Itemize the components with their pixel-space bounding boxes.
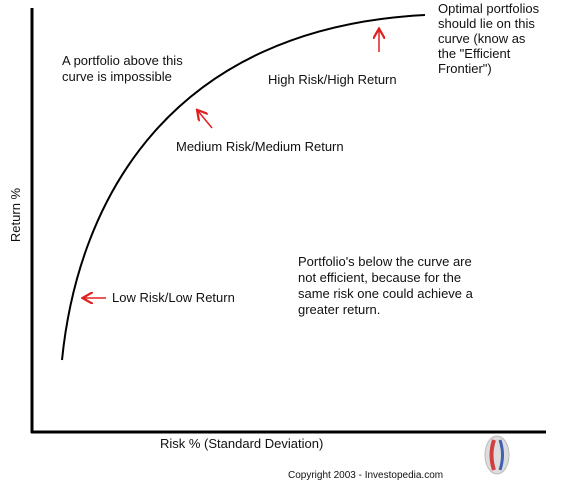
x-axis-label: Risk % (Standard Deviation) bbox=[160, 436, 323, 451]
y-axis-label: Return % bbox=[8, 187, 23, 242]
annotation-line: Portfolio's below the curve are bbox=[298, 254, 472, 269]
annotation-line: High Risk/High Return bbox=[268, 72, 397, 87]
annotation-line: Low Risk/Low Return bbox=[112, 290, 235, 305]
annotation-line: same risk one could achieve a bbox=[298, 286, 474, 301]
frontier-curve bbox=[61, 14, 426, 361]
annotation-line: not efficient, because for the bbox=[298, 270, 461, 285]
annotation-line: Optimal portfolios bbox=[438, 1, 540, 16]
annotation-line: A portfolio above this bbox=[62, 53, 183, 68]
arrow bbox=[198, 111, 213, 129]
annotation-line: curve is impossible bbox=[62, 69, 172, 84]
annotation-line: Frontier") bbox=[438, 61, 492, 76]
annotation-line: Medium Risk/Medium Return bbox=[176, 139, 344, 154]
annotation-line: greater return. bbox=[298, 302, 380, 317]
annotation-line: the "Efficient bbox=[438, 46, 511, 61]
logo bbox=[484, 435, 510, 475]
copyright: Copyright 2003 - Investopedia.com bbox=[288, 470, 443, 481]
annotation-line: should lie on this bbox=[438, 16, 535, 31]
annotation-line: curve (know as bbox=[438, 31, 526, 46]
